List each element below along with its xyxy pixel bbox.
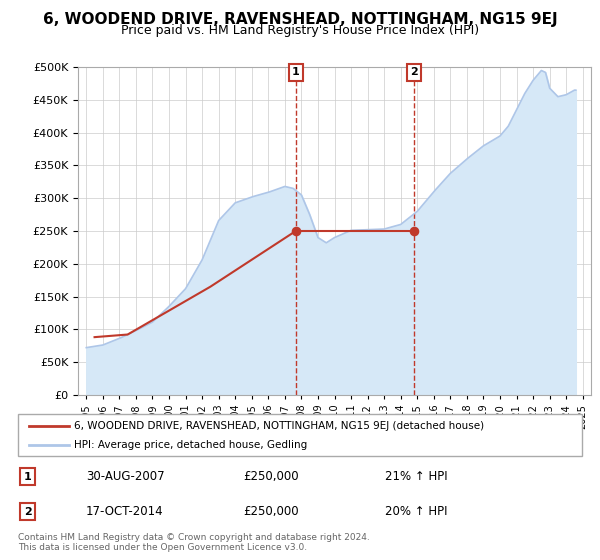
Text: 2: 2: [410, 67, 418, 77]
Point: [409, 226, 419, 235]
Text: 1: 1: [292, 67, 299, 77]
Text: 20% ↑ HPI: 20% ↑ HPI: [385, 505, 447, 518]
Text: Contains HM Land Registry data © Crown copyright and database right 2024.: Contains HM Land Registry data © Crown c…: [18, 533, 370, 542]
Text: 17-OCT-2014: 17-OCT-2014: [86, 505, 163, 518]
Text: 6, WOODEND DRIVE, RAVENSHEAD, NOTTINGHAM, NG15 9EJ (detached house): 6, WOODEND DRIVE, RAVENSHEAD, NOTTINGHAM…: [74, 421, 485, 431]
Text: Price paid vs. HM Land Registry's House Price Index (HPI): Price paid vs. HM Land Registry's House …: [121, 24, 479, 37]
FancyBboxPatch shape: [18, 414, 582, 456]
Text: HPI: Average price, detached house, Gedling: HPI: Average price, detached house, Gedl…: [74, 440, 308, 450]
Text: 2: 2: [23, 507, 31, 517]
Text: £250,000: £250,000: [244, 470, 299, 483]
Text: 1: 1: [23, 472, 31, 482]
Point: [291, 226, 301, 235]
Text: 30-AUG-2007: 30-AUG-2007: [86, 470, 164, 483]
Text: 6, WOODEND DRIVE, RAVENSHEAD, NOTTINGHAM, NG15 9EJ: 6, WOODEND DRIVE, RAVENSHEAD, NOTTINGHAM…: [43, 12, 557, 27]
Text: £250,000: £250,000: [244, 505, 299, 518]
Text: This data is licensed under the Open Government Licence v3.0.: This data is licensed under the Open Gov…: [18, 543, 307, 552]
Text: 21% ↑ HPI: 21% ↑ HPI: [385, 470, 447, 483]
